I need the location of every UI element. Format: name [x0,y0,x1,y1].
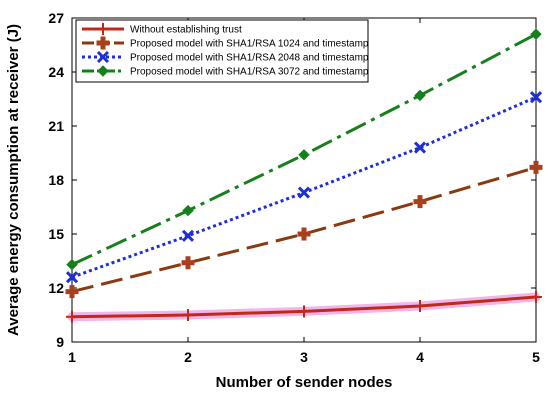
data-point [182,309,194,321]
x-axis-title: Number of sender nodes [216,374,393,391]
y-tick-label: 15 [48,226,64,242]
data-point [66,310,78,323]
legend-entry-1: Without establishing trust [82,23,242,36]
series-3 [65,91,543,284]
data-point [298,305,310,318]
data-point [530,28,542,40]
x-tick-label: 2 [184,349,192,365]
y-tick-label: 18 [48,172,64,188]
y-tick-label: 12 [48,280,64,296]
y-tick-label: 9 [56,334,64,350]
series-layer [65,28,543,323]
y-axis-title: Average energy consumption at receiver (… [5,24,22,336]
y-tick-label: 27 [48,10,64,26]
marker-stroke [297,186,311,199]
legend-marker [96,36,110,50]
data-point [66,258,78,271]
legend-entry-4: Proposed model with SHA1/RSA 3072 and ti… [82,65,369,78]
data-point [297,186,311,199]
data-point [414,300,426,312]
legend-entry-3: Proposed model with SHA1/RSA 2048 and ti… [82,50,369,64]
series-line-2 [71,165,537,294]
x-tick-label: 3 [300,349,308,365]
data-point [298,149,310,161]
series-2 [65,160,543,299]
x-tick-label: 4 [416,349,424,365]
legend-marker [97,65,109,77]
data-point [413,141,427,154]
legend-label: Without establishing trust [130,25,242,36]
data-point [529,160,543,174]
x-tick-label: 5 [532,349,540,365]
data-point [181,256,195,270]
legend-box [75,19,369,83]
marker-stroke [529,91,543,104]
marker-stroke [181,229,195,242]
marker-stroke [65,271,79,284]
y-tick-label: 24 [48,64,64,80]
y-tick-label: 21 [48,118,64,134]
x-tick-label: 1 [68,349,76,365]
legend-label: Proposed model with SHA1/RSA 1024 and ti… [130,39,369,50]
data-point [414,89,426,102]
legend-label: Proposed model with SHA1/RSA 2048 and ti… [130,53,369,64]
data-point [181,229,195,242]
data-point [530,291,542,303]
legend-marker [97,23,109,35]
data-point [297,227,311,241]
legend: Without establishing trust Proposed model… [75,19,369,83]
legend-entry-2: Proposed model with SHA1/RSA 1024 and ti… [82,36,369,50]
data-point [182,204,194,217]
marker-stroke [413,141,427,154]
marker-stroke [96,50,110,64]
data-point [413,195,427,209]
data-point [65,285,79,299]
data-point [529,91,543,104]
legend-label: Proposed model with SHA1/RSA 3072 and ti… [130,67,369,78]
series-4 [66,28,542,271]
legend-marker [96,50,110,64]
series-1 [66,291,542,323]
data-point [65,271,79,284]
